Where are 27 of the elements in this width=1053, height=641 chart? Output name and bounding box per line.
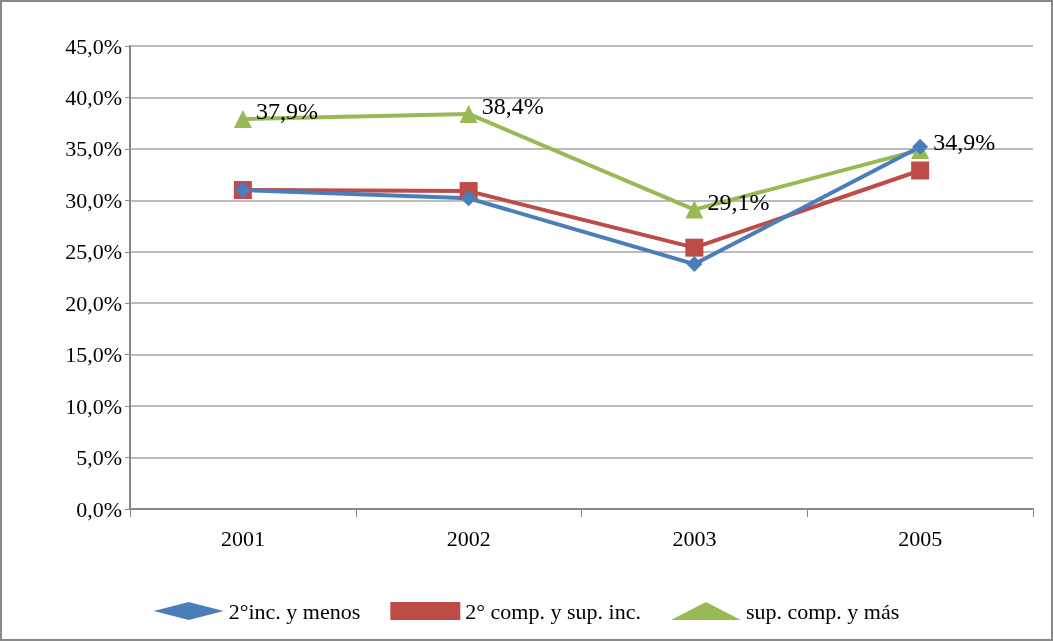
point (685, 238, 704, 257)
y-tick-label: 30,0% (65, 187, 122, 213)
y-tick-label: 10,0% (65, 393, 122, 419)
y-tick-label: 5,0% (76, 445, 122, 471)
legend-label: 2° comp. y sup. inc. (465, 598, 641, 624)
x-tick-label: 2001 (220, 525, 265, 551)
legend-label: sup. comp. y más (745, 598, 900, 624)
point (459, 104, 478, 123)
y-tick-label: 15,0% (65, 342, 122, 368)
x-tick-label: 2003 (672, 525, 717, 551)
data-label: 34,9% (933, 128, 996, 155)
y-tick-label: 45,0% (65, 33, 122, 59)
y-tick-label: 35,0% (65, 136, 122, 162)
legend-label: 2°inc. y menos (228, 598, 361, 624)
data-label: 38,4% (481, 92, 544, 119)
x-tick-label: 2002 (446, 525, 491, 551)
point (912, 138, 929, 155)
point (460, 190, 477, 207)
y-tick-label: 0,0% (76, 496, 122, 522)
y-tick-label: 20,0% (65, 290, 122, 316)
y-tick-label: 25,0% (65, 239, 122, 265)
point (685, 200, 704, 219)
point (233, 110, 252, 129)
point (686, 256, 703, 273)
x-tick-label: 2005 (898, 525, 943, 551)
point (911, 161, 930, 180)
y-tick-label: 40,0% (65, 84, 122, 110)
